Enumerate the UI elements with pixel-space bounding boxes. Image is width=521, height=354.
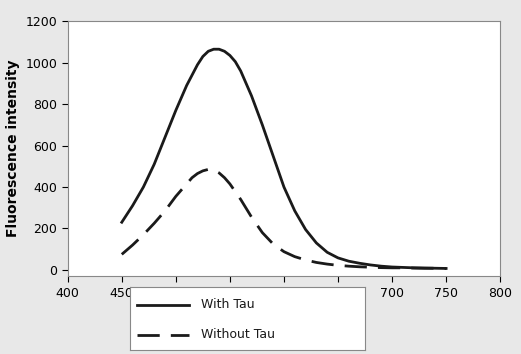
X-axis label: Wavelength (nm): Wavelength (nm) (216, 305, 352, 319)
Y-axis label: Fluorescence intensity: Fluorescence intensity (6, 60, 20, 238)
Text: With Tau: With Tau (201, 298, 254, 311)
Text: Without Tau: Without Tau (201, 328, 275, 341)
